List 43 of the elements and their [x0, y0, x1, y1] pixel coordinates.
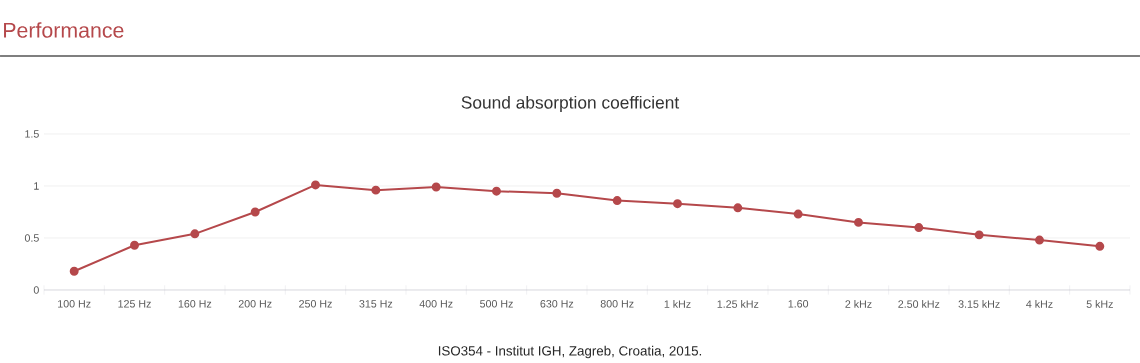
x-tick-label: 630 Hz	[540, 300, 574, 308]
x-tick-label: 125 Hz	[118, 300, 151, 308]
x-tick-label: 500 Hz	[480, 300, 513, 308]
point	[431, 182, 441, 192]
point	[974, 230, 984, 240]
x-tick-label: 2.50 kHz	[898, 300, 940, 308]
x-tick-label: 1.60	[788, 300, 809, 308]
x-tick-label: 3.15 kHz	[958, 300, 1000, 308]
point	[854, 217, 863, 227]
chart-title: Performance	[4, 22, 124, 38]
y-tick-label: 0.5	[24, 234, 39, 242]
point	[793, 209, 803, 219]
x-tick-label: 5 kHz	[1086, 300, 1113, 308]
x-tick-label: 200 Hz	[238, 300, 272, 308]
x-tick-label: 315 Hz	[359, 300, 393, 308]
x-tick-label: 800 Hz	[600, 300, 634, 308]
y-tick-label: 0	[33, 286, 39, 294]
point	[250, 207, 260, 217]
x-tick-label: 250 Hz	[299, 300, 332, 308]
point	[552, 188, 562, 198]
point	[673, 199, 682, 209]
y-tick-label: 1	[34, 182, 39, 190]
point	[1095, 241, 1105, 251]
point	[1035, 235, 1044, 245]
point	[612, 196, 622, 206]
y-tick-label: 1.5	[25, 130, 39, 138]
x-tick-label: 160 Hz	[178, 300, 212, 308]
x-tick-label: 1 kHz	[664, 300, 691, 308]
point	[371, 185, 381, 195]
x-tick-label: 2 kHz	[845, 300, 872, 308]
point	[733, 203, 743, 213]
chart-subtitle: Sound absorption coefficient	[461, 95, 680, 113]
point	[69, 266, 79, 276]
point	[130, 240, 139, 250]
text: ISO354 - Institut IGH, Zagreb, Croatia, 2015.	[438, 345, 702, 359]
point	[190, 229, 200, 239]
point	[914, 223, 924, 233]
point	[311, 180, 320, 190]
x-tick-label: 400 Hz	[419, 300, 453, 308]
x-tick-label: 1.25 kHz	[717, 300, 759, 308]
point	[492, 186, 501, 196]
x-tick-label: 100 Hz	[58, 300, 91, 308]
x-tick-label: 4 kHz	[1026, 300, 1053, 308]
